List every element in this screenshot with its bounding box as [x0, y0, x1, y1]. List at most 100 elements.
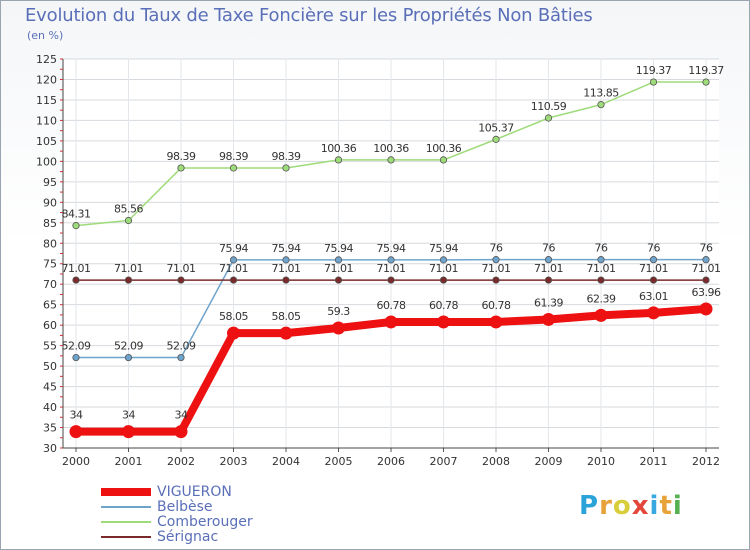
data-point	[177, 164, 185, 172]
data-label: 62.39	[587, 292, 616, 305]
data-label: 52.09	[62, 340, 91, 353]
data-point	[177, 353, 185, 362]
data-point	[702, 256, 710, 264]
data-point	[72, 276, 80, 284]
data-point	[174, 425, 188, 439]
x-tick-label: 2002	[167, 455, 195, 468]
x-tick-label: 2006	[377, 455, 405, 468]
data-label: 98.39	[272, 150, 301, 163]
y-tick-label: 110	[36, 114, 57, 127]
data-point	[649, 256, 658, 264]
data-point	[282, 256, 290, 264]
data-point	[649, 78, 658, 86]
data-point	[387, 276, 395, 284]
x-tick-label: 2004	[272, 455, 300, 468]
x-tick-label: 2008	[482, 455, 510, 468]
y-tick-label: 55	[43, 340, 57, 353]
data-point	[124, 353, 133, 362]
x-tick-label: 2009	[535, 455, 563, 468]
data-point	[649, 276, 658, 284]
y-tick-label: 30	[43, 442, 57, 455]
data-label: 71.01	[377, 262, 406, 275]
line-chart: 30 35 40 45 50 55 60 65 70 75 80 85 90 95 100 105 110 115…	[36, 53, 725, 468]
data-point	[702, 276, 710, 284]
data-label: 52.09	[114, 340, 143, 353]
data-point	[597, 101, 605, 109]
data-label: 58.05	[272, 310, 301, 323]
data-point	[387, 156, 395, 164]
data-label: 71.01	[62, 262, 91, 275]
data-label: 98.39	[167, 150, 196, 163]
data-point	[229, 256, 238, 264]
data-label: 34	[122, 409, 135, 422]
data-point	[439, 156, 448, 164]
chart-title: Evolution du Taux de Taxe Foncière sur l…	[25, 5, 593, 26]
data-label: 71.01	[639, 262, 668, 275]
logo-letter: i	[649, 491, 660, 521]
data-label: 34	[70, 409, 83, 422]
y-tick-label: 105	[36, 135, 57, 148]
data-label: 71.01	[167, 262, 196, 275]
data-point	[279, 326, 293, 340]
logo-letter: r	[599, 491, 613, 521]
data-label: 71.01	[429, 262, 458, 275]
y-tick-label: 35	[43, 422, 57, 435]
data-point	[282, 276, 290, 284]
x-tick-label: 2003	[220, 455, 248, 468]
x-tick-label: 2011	[640, 455, 668, 468]
legend-label: Comberouger	[157, 514, 253, 530]
y-tick-label: 115	[36, 94, 57, 107]
legend-label: VIGUERON	[157, 484, 232, 500]
data-point	[489, 315, 503, 329]
data-label: 100.36	[426, 142, 462, 155]
data-point	[594, 308, 608, 322]
logo-letter: t	[659, 491, 673, 521]
data-point	[227, 326, 240, 340]
y-tick-label: 45	[43, 381, 57, 394]
data-point	[229, 276, 238, 284]
data-label: 75.94	[272, 242, 301, 255]
data-label: 76	[647, 242, 660, 255]
data-label: 60.78	[429, 299, 458, 312]
legend-swatch	[101, 488, 151, 496]
data-point	[492, 135, 500, 143]
y-tick-label: 65	[43, 299, 57, 312]
data-label: 71.01	[114, 262, 143, 275]
data-point	[439, 276, 448, 284]
data-point	[334, 256, 343, 264]
data-point	[72, 222, 80, 230]
logo-letter: i	[672, 491, 683, 521]
data-label: 63.01	[639, 290, 668, 303]
data-point	[439, 256, 448, 264]
data-label: 100.36	[373, 142, 409, 155]
data-point	[124, 276, 133, 284]
legend-swatch	[101, 521, 151, 523]
data-label: 58.05	[219, 310, 248, 323]
data-label: 105.37	[478, 121, 514, 134]
data-label: 75.94	[377, 242, 406, 255]
y-tick-label: 50	[43, 360, 57, 373]
data-label: 75.94	[429, 242, 458, 255]
data-point	[492, 256, 500, 264]
data-label: 76	[490, 242, 503, 255]
data-label: 71.01	[534, 262, 563, 275]
data-label: 71.01	[587, 262, 616, 275]
y-tick-label: 125	[36, 53, 57, 66]
data-label: 71.01	[219, 262, 248, 275]
data-label: 119.37	[688, 64, 724, 77]
data-point	[544, 276, 553, 284]
x-tick-label: 2005	[325, 455, 353, 468]
data-label: 63.96	[692, 286, 721, 299]
y-tick-label: 95	[43, 176, 57, 189]
data-label: 52.09	[167, 340, 196, 353]
data-label: 84.31	[62, 208, 91, 221]
x-tick-label: 2010	[587, 455, 615, 468]
unit-label: (en %)	[27, 29, 64, 42]
y-tick-label: 90	[43, 196, 57, 209]
data-point	[647, 306, 660, 320]
data-point	[437, 315, 450, 329]
data-label: 76	[542, 242, 555, 255]
data-label: 119.37	[636, 64, 672, 77]
data-label: 60.78	[482, 299, 511, 312]
